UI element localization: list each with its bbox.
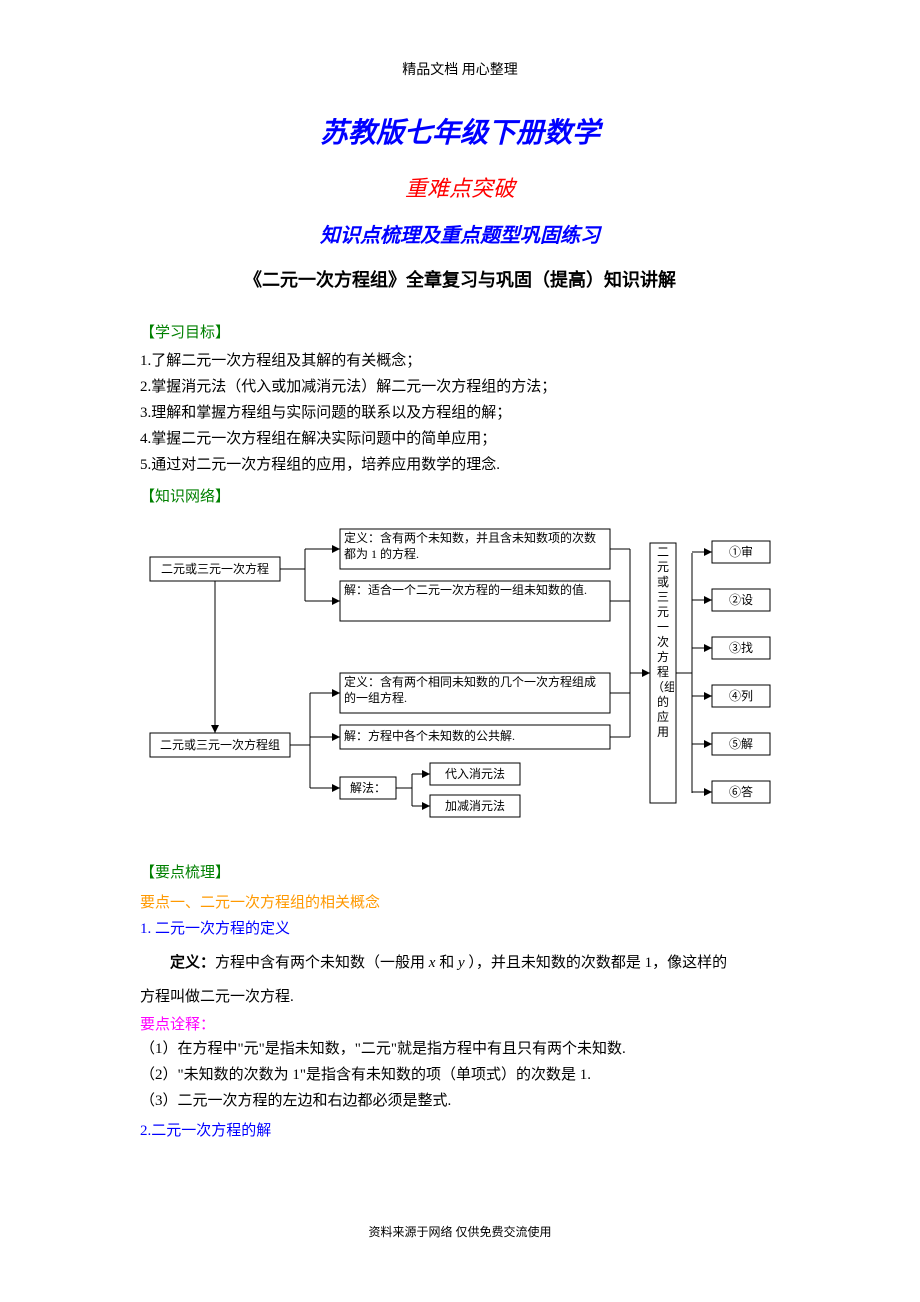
title-sub1: 重难点突破 <box>140 171 780 206</box>
diag-method: 解法： <box>350 781 386 795</box>
diag-vert: 二元或三元一次方程（组）的应用 <box>652 545 674 740</box>
definition-paragraph: 定义：方程中含有两个未知数（一般用 x 和 y ），并且未知数的次数都是 1，像… <box>140 951 780 975</box>
def-mid: 和 <box>435 955 458 971</box>
def-text-b: ），并且未知数的次数都是 1，像这样的 <box>465 955 728 971</box>
explain-item: （2）"未知数的次数为 1"是指含有未知数的项（单项式）的次数是 1. <box>140 1063 780 1087</box>
goal-item: 2.掌握消元法（代入或加减消元法）解二元一次方程组的方法； <box>140 375 780 399</box>
diag-step: ④列 <box>729 689 753 703</box>
explain-item: （1）在方程中"元"是指未知数，"二元"就是指方程中有且只有两个未知数. <box>140 1037 780 1061</box>
diag-node: 二元或三元一次方程组 <box>160 737 280 752</box>
goal-item: 1.了解二元一次方程组及其解的有关概念； <box>140 349 780 373</box>
diag-m1: 代入消元法 <box>445 767 505 781</box>
diag-def2: 定义：含有两个相同未知数的几个一次方程组成的一组方程. <box>344 675 606 706</box>
diag-step: ⑤解 <box>729 737 753 751</box>
knowledge-diagram: 二元或三元一次方程 二元或三元一次方程组 定义：含有两个未知数，并且含未知数项的… <box>140 523 780 841</box>
step-group: ①审 ②设 ③找 ④列 ⑤解 ⑥答 <box>692 541 770 803</box>
title-main: 苏教版七年级下册数学 <box>140 112 780 157</box>
diag-step: ③找 <box>729 641 753 655</box>
title-sub2: 知识点梳理及重点题型巩固练习 <box>140 220 780 252</box>
goals-heading: 【学习目标】 <box>140 321 780 345</box>
explain-item: （3）二元一次方程的左边和右边都必须是整式. <box>140 1089 780 1113</box>
diag-node: 二元或三元一次方程 <box>161 561 269 576</box>
sub2-heading: 2.二元一次方程的解 <box>140 1119 780 1143</box>
sub1-heading: 1. 二元一次方程的定义 <box>140 917 780 941</box>
def-label: 定义： <box>170 955 215 971</box>
goal-item: 4.掌握二元一次方程组在解决实际问题中的简单应用； <box>140 427 780 451</box>
footer-text: 资料来源于网络 仅供免费交流使用 <box>140 1223 780 1242</box>
diag-m2: 加减消元法 <box>445 799 505 813</box>
def-y: y <box>458 955 465 971</box>
diag-step: ②设 <box>729 593 753 607</box>
explain-heading: 要点诠释： <box>140 1013 780 1037</box>
def-line2: 方程叫做二元一次方程. <box>140 985 780 1009</box>
diag-step: ⑥答 <box>729 784 753 799</box>
diag-sol2: 解：方程中各个未知数的公共解. <box>344 727 606 746</box>
goal-item: 5.通过对二元一次方程组的应用，培养应用数学的理念. <box>140 453 780 477</box>
diag-step: ①审 <box>729 544 753 559</box>
diag-sol1: 解：适合一个二元一次方程的一组未知数的值. <box>344 583 606 599</box>
header-text: 精品文档 用心整理 <box>140 60 780 82</box>
title-chapter: 《二元一次方程组》全章复习与巩固（提高）知识讲解 <box>140 266 780 295</box>
points-heading: 【要点梳理】 <box>140 861 780 885</box>
def-text-a: 方程中含有两个未知数（一般用 <box>215 955 429 971</box>
network-heading: 【知识网络】 <box>140 485 780 509</box>
goal-item: 3.理解和掌握方程组与实际问题的联系以及方程组的解； <box>140 401 780 425</box>
point1-heading: 要点一、二元一次方程组的相关概念 <box>140 891 780 915</box>
diag-def1: 定义：含有两个未知数，并且含未知数项的次数都为 1 的方程. <box>344 531 606 562</box>
